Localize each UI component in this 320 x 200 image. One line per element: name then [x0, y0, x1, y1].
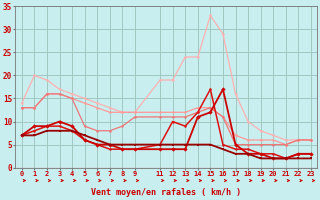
X-axis label: Vent moyen/en rafales ( km/h ): Vent moyen/en rafales ( km/h ) — [92, 188, 241, 197]
